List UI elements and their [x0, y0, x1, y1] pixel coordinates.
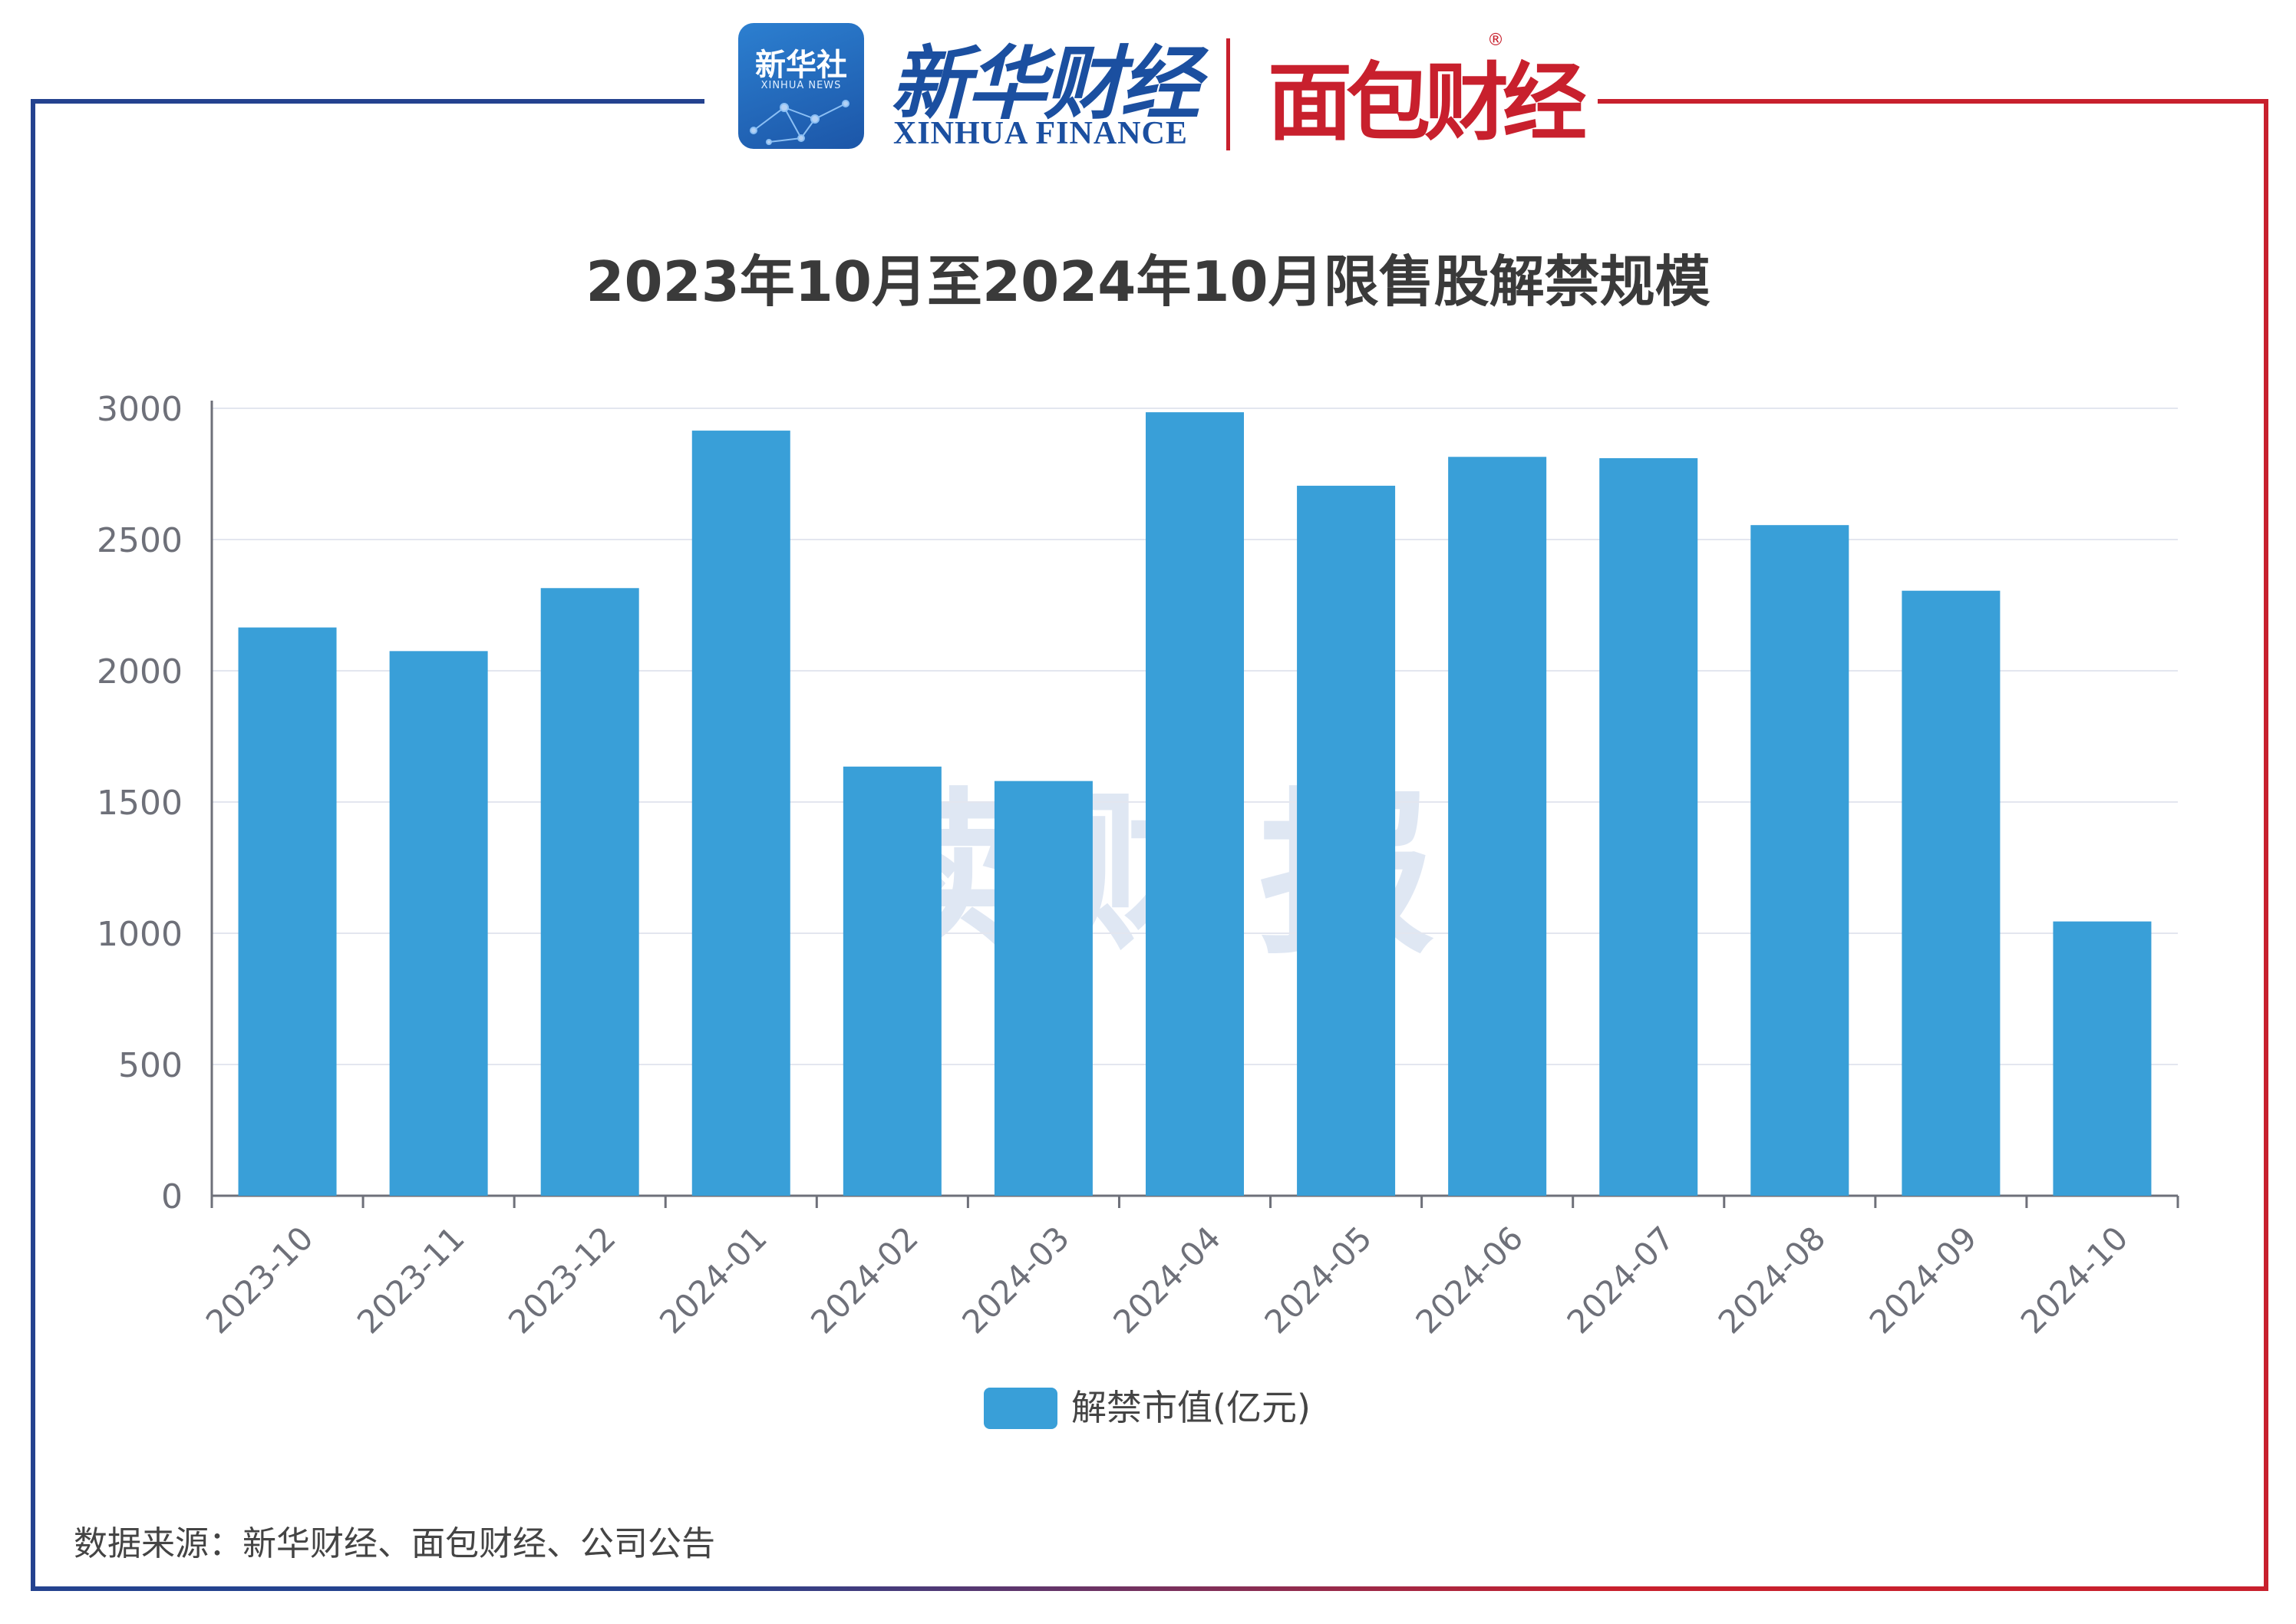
y-tick-label: 1500: [97, 784, 183, 823]
x-tick-label: 2024-02: [803, 1219, 925, 1341]
y-tick-label: 0: [161, 1177, 183, 1216]
bar-2024-09: [1902, 590, 2001, 1196]
x-tick-label: 2024-08: [1711, 1219, 1833, 1341]
x-tick-label: 2023-10: [199, 1219, 321, 1341]
x-tick-label: 2024-04: [1106, 1219, 1228, 1341]
x-tick-label: 2024-03: [955, 1219, 1077, 1341]
x-tick-label: 2023-11: [350, 1219, 472, 1341]
bar-2024-05: [1297, 485, 1396, 1196]
y-tick-label: 2500: [97, 521, 183, 560]
logo-divider: [1226, 38, 1230, 150]
xinhua-badge-text: 新华社: [755, 48, 847, 83]
y-tick-label: 2000: [97, 652, 183, 692]
network-icon: [750, 100, 849, 145]
bar-2024-08: [1750, 525, 1849, 1196]
x-tick-label: 2024-09: [1862, 1219, 1984, 1341]
bar-2024-03: [994, 781, 1093, 1196]
x-tick-label: 2024-06: [1408, 1219, 1530, 1341]
frame-right-border: [1598, 99, 2268, 1591]
xinhua-badge-subtext: XINHUA NEWS: [760, 80, 842, 91]
y-tick-label: 500: [118, 1046, 183, 1085]
xinhua-news-logo: 新华社 XINHUA NEWS: [738, 23, 864, 149]
frame-bottom-border: [704, 1586, 1598, 1591]
bar-2024-04: [1146, 412, 1244, 1196]
data-source-note: 数据来源：新华财经、面包财经、公司公告: [74, 1524, 715, 1563]
registered-mark: ®: [1487, 31, 1504, 50]
xinhua-finance-logo-cn: 新华财经: [890, 36, 1200, 130]
legend-swatch: [984, 1388, 1057, 1429]
legend-label: 解禁市值(亿元): [1071, 1387, 1311, 1428]
frame-left-border: [31, 99, 704, 1591]
x-tick-label: 2023-12: [501, 1219, 623, 1341]
bar-2024-01: [691, 431, 790, 1196]
bar-2023-10: [238, 627, 337, 1196]
x-tick-label: 2024-10: [2014, 1219, 2136, 1341]
bar-2023-12: [540, 588, 639, 1196]
x-tick-label: 2024-05: [1257, 1219, 1379, 1341]
bar-2024-02: [843, 766, 942, 1196]
chart-title: 2023年10月至2024年10月限售股解禁规模: [586, 249, 1710, 314]
x-tick-label: 2024-07: [1560, 1219, 1682, 1341]
xinhua-finance-logo-en: XINHUA FINANCE: [893, 116, 1188, 151]
bar-2024-10: [2053, 921, 2152, 1196]
bar-2023-11: [389, 651, 488, 1196]
y-tick-label: 1000: [97, 915, 183, 954]
bar-2024-06: [1448, 457, 1547, 1196]
y-tick-label: 3000: [97, 390, 183, 429]
bar-2024-07: [1599, 457, 1698, 1196]
mianbao-finance-logo: 面包财经: [1268, 54, 1587, 152]
x-tick-label: 2024-01: [652, 1219, 774, 1341]
